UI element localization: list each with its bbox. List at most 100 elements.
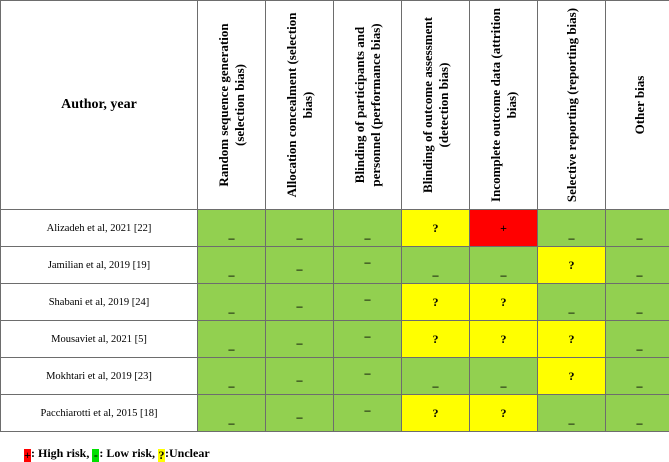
- rating-cell-low: _: [265, 283, 334, 321]
- rating-symbol: _: [296, 406, 303, 420]
- rating-symbol: _: [568, 412, 575, 426]
- rating-cell-low: _: [333, 209, 402, 247]
- rating-cell-low: _: [333, 357, 402, 395]
- table-row: Mousaviet al, 2021 [5] _ _ _??? _: [0, 320, 669, 358]
- domain-header-label: Selective reporting (reporting bias): [563, 7, 579, 203]
- rating-symbol: _: [636, 338, 643, 352]
- legend: +: High risk, -: Low risk, ?:Unclear: [24, 446, 210, 462]
- rating-cell-low: _: [537, 394, 606, 432]
- rating-cell-low: _: [605, 283, 669, 321]
- rating-symbol: ?: [568, 332, 575, 346]
- rating-symbol: _: [568, 227, 575, 241]
- rating-symbol: _: [364, 288, 371, 302]
- study-name: Shabani et al, 2019 [24]: [0, 283, 198, 321]
- rating-symbol: _: [364, 325, 371, 339]
- rating-symbol: +: [500, 221, 507, 235]
- legend-high-label: : High risk,: [31, 446, 93, 460]
- legend-unclear-label: :Unclear: [165, 446, 210, 460]
- rating-cell-low: _: [197, 357, 266, 395]
- rating-symbol: _: [432, 264, 439, 278]
- rating-symbol: _: [228, 227, 235, 241]
- rating-symbol: ?: [432, 221, 439, 235]
- table-row: Shabani et al, 2019 [24] _ _ _?? _ _: [0, 283, 669, 321]
- rating-symbol: ?: [568, 258, 575, 272]
- rating-symbol: _: [364, 362, 371, 376]
- rating-symbol: ?: [500, 295, 507, 309]
- domain-header-allocation: Allocation concealment (selection bias): [265, 0, 334, 210]
- study-name: Mousaviet al, 2021 [5]: [0, 320, 198, 358]
- rating-cell-low: _: [197, 320, 266, 358]
- domain-header-label: Blinding of outcome assessment (detectio…: [419, 17, 451, 193]
- rating-cell-low: _: [265, 394, 334, 432]
- domain-header-label: Blinding of participants and personnel (…: [351, 23, 383, 187]
- rating-symbol: ?: [568, 369, 575, 383]
- study-name: Jamilian et al, 2019 [19]: [0, 246, 198, 284]
- rating-symbol: _: [636, 375, 643, 389]
- rating-cell-low: _: [333, 320, 402, 358]
- rating-symbol: _: [296, 295, 303, 309]
- rating-symbol: _: [296, 258, 303, 272]
- rating-cell-low: _: [333, 394, 402, 432]
- rating-cell-low: _: [333, 283, 402, 321]
- rating-cell-low: _: [333, 246, 402, 284]
- rating-cell-low: _: [197, 283, 266, 321]
- rating-cell-low: _: [537, 283, 606, 321]
- domain-header-blinding-participants: Blinding of participants and personnel (…: [333, 0, 402, 210]
- author-year-header: Author, year: [0, 0, 198, 210]
- rating-symbol: _: [228, 375, 235, 389]
- rating-cell-low: _: [605, 394, 669, 432]
- rating-symbol: _: [432, 375, 439, 389]
- rating-cell-low: _: [265, 320, 334, 358]
- domain-header-blinding-outcome: Blinding of outcome assessment (detectio…: [401, 0, 470, 210]
- rating-cell-low: _: [197, 209, 266, 247]
- rating-cell-low: _: [605, 246, 669, 284]
- header-row: Author, year Random sequence generation …: [0, 0, 669, 210]
- rating-symbol: _: [296, 369, 303, 383]
- rating-cell-low: _: [265, 209, 334, 247]
- rating-symbol: _: [636, 227, 643, 241]
- domain-header-incomplete-data: Incomplete outcome data (attrition bias): [469, 0, 538, 210]
- rating-cell-unclear: ?: [469, 394, 538, 432]
- rating-symbol: _: [364, 251, 371, 265]
- rating-symbol: _: [228, 412, 235, 426]
- domain-header-random-sequence: Random sequence generation (selection bi…: [197, 0, 266, 210]
- rating-symbol: _: [568, 301, 575, 315]
- rating-symbol: ?: [432, 332, 439, 346]
- rating-symbol: ?: [432, 295, 439, 309]
- rating-cell-unclear: ?: [537, 320, 606, 358]
- rating-cell-low: _: [265, 246, 334, 284]
- legend-high-swatch: +: [24, 448, 31, 462]
- rating-symbol: ?: [432, 406, 439, 420]
- rating-cell-low: _: [605, 320, 669, 358]
- rating-cell-unclear: ?: [469, 283, 538, 321]
- rating-symbol: _: [636, 301, 643, 315]
- legend-unclear-swatch: ?: [158, 448, 166, 462]
- rating-cell-unclear: ?: [401, 320, 470, 358]
- table-row: Jamilian et al, 2019 [19] _ _ _ _ _? _: [0, 246, 669, 284]
- domain-header-selective-reporting: Selective reporting (reporting bias): [537, 0, 606, 210]
- rating-symbol: ?: [500, 332, 507, 346]
- rating-cell-unclear: ?: [401, 209, 470, 247]
- rating-symbol: _: [296, 332, 303, 346]
- domain-header-other-bias: Other bias: [605, 0, 669, 210]
- rating-symbol: _: [364, 227, 371, 241]
- study-name: Alizadeh et al, 2021 [22]: [0, 209, 198, 247]
- study-name: Pacchiarotti et al, 2015 [18]: [0, 394, 198, 432]
- rating-cell-unclear: ?: [537, 246, 606, 284]
- rating-cell-low: _: [605, 357, 669, 395]
- table-body: Alizadeh et al, 2021 [22] _ _ _? + _ _ Jamilian…: [0, 209, 669, 432]
- legend-low-swatch: -: [92, 448, 100, 462]
- study-name: Mokhtari et al, 2019 [23]: [0, 357, 198, 395]
- rating-symbol: _: [228, 338, 235, 352]
- rating-cell-unclear: ?: [469, 320, 538, 358]
- rating-cell-low: _: [469, 357, 538, 395]
- domain-header-label: Incomplete outcome data (attrition bias): [487, 8, 519, 202]
- rating-symbol: _: [500, 264, 507, 278]
- risk-of-bias-table: Author, year Random sequence generation …: [0, 0, 669, 432]
- rating-symbol: _: [296, 227, 303, 241]
- rating-cell-low: _: [537, 209, 606, 247]
- rating-cell-low: _: [605, 209, 669, 247]
- rating-symbol: _: [228, 264, 235, 278]
- rating-cell-low: _: [469, 246, 538, 284]
- rating-symbol: _: [636, 412, 643, 426]
